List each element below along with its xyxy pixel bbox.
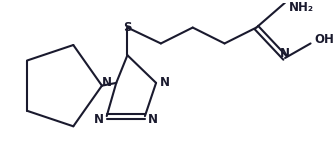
Text: OH: OH: [314, 33, 334, 46]
Text: S: S: [123, 21, 132, 34]
Text: N: N: [280, 47, 290, 60]
Text: N: N: [102, 76, 112, 89]
Text: N: N: [94, 113, 104, 126]
Text: N: N: [148, 113, 158, 126]
Text: N: N: [160, 76, 170, 89]
Text: NH₂: NH₂: [289, 1, 314, 14]
